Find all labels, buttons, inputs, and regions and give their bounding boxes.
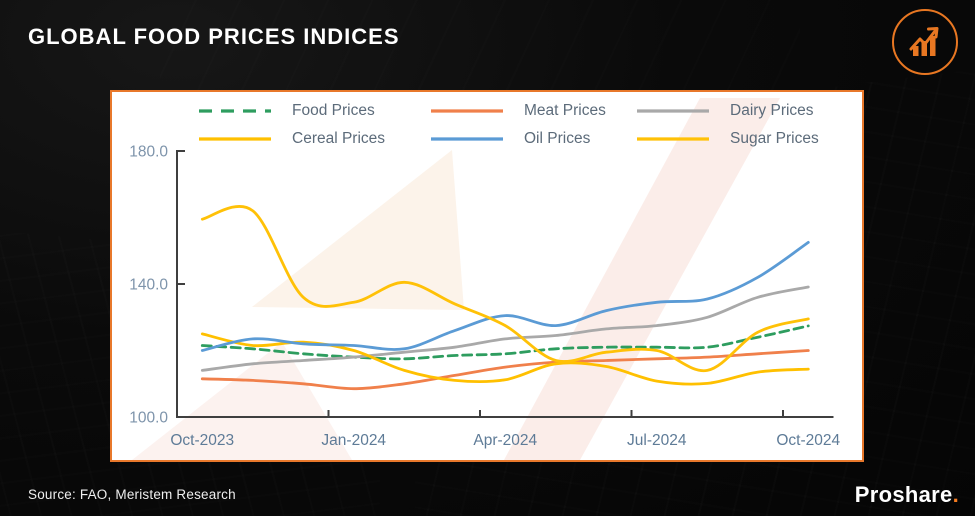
oil-prices-swatch (431, 137, 503, 141)
meat-prices-swatch (431, 109, 503, 113)
watermark-triangle (252, 150, 464, 310)
x-axis-label: Jan-2024 (321, 432, 386, 449)
x-axis-label: Apr-2024 (473, 432, 537, 449)
cereal-prices-swatch (199, 137, 271, 141)
legend-item-meat-prices: Meat Prices (430, 100, 606, 122)
chart-card: 180.0 140.0 100.0 Oct-2023 Jan-2024 Apr-2024 J… (110, 90, 864, 462)
y-axis-label: 180.0 (129, 144, 168, 161)
series-line-cereal-prices (200, 332, 810, 386)
legend-item-oil-prices: Oil Prices (430, 128, 590, 150)
legend-item-sugar-prices: Sugar Prices (636, 128, 819, 150)
x-axis-label: Oct-2024 (776, 432, 840, 449)
legend-item-dairy-prices: Dairy Prices (636, 100, 814, 122)
series-line-food-prices (200, 324, 810, 361)
source-note: Source: FAO, Meristem Research (28, 487, 236, 502)
x-axis-label: Oct-2023 (170, 432, 234, 449)
watermark-band (504, 98, 780, 460)
legend-label-meat-prices: Meat Prices (524, 102, 606, 119)
legend-label-food-prices: Food Prices (292, 102, 375, 119)
brand-wordmark: Proshare. (854, 482, 959, 507)
legend-item-cereal-prices: Cereal Prices (198, 128, 385, 150)
food-prices-swatch (199, 109, 271, 113)
sugar-prices-swatch (637, 137, 709, 141)
watermark-corner (132, 342, 352, 460)
brand-logo (892, 9, 958, 75)
dairy-prices-swatch (637, 109, 709, 113)
background-buildings-top (160, 0, 800, 100)
x-axis-label: Jul-2024 (627, 432, 687, 449)
brand-dot: . (952, 482, 959, 507)
legend-label-cereal-prices: Cereal Prices (292, 130, 386, 147)
series-line-dairy-prices (200, 285, 810, 372)
series-line-sugar-prices (200, 205, 810, 372)
trending-up-chart-icon (909, 27, 939, 56)
legend-label-dairy-prices: Dairy Prices (730, 102, 814, 119)
y-axis-label: 100.0 (129, 410, 168, 427)
page-title: GLOBAL FOOD PRICES INDICES (28, 24, 400, 49)
legend-item-food-prices: Food Prices (198, 100, 375, 122)
series-line-meat-prices (200, 349, 810, 391)
legend-label-oil-prices: Oil Prices (524, 130, 591, 147)
series-line-oil-prices (200, 241, 810, 352)
y-axis-label: 140.0 (129, 277, 168, 294)
legend-label-sugar-prices: Sugar Prices (730, 130, 819, 147)
